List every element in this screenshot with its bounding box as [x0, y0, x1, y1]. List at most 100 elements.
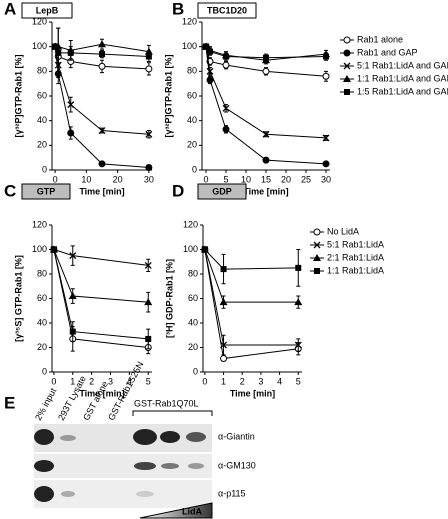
legend-marker: [313, 241, 321, 249]
title-box: [21, 183, 71, 200]
x-axis-label: Time [min]: [230, 388, 275, 398]
legend-label: 1:1 Rab1:LidA: [327, 265, 384, 275]
legend-marker: [344, 89, 350, 95]
legend-marker: [343, 75, 351, 82]
y-tick-label: 100: [182, 41, 197, 51]
y-axis-label: [γ³²P]GTP-Rab1 [%]: [13, 54, 23, 137]
marker: [323, 53, 329, 60]
series-line: [53, 249, 149, 303]
marker: [69, 328, 76, 335]
marker: [145, 335, 152, 342]
legend-marker: [313, 254, 321, 261]
marker: [145, 130, 153, 138]
marker: [99, 51, 105, 58]
y-tick-label: 60: [188, 293, 198, 303]
marker: [98, 40, 106, 48]
y-tick-label: 0: [193, 366, 198, 376]
x-tick-label: 10: [241, 174, 251, 184]
marker: [144, 261, 152, 269]
bands: [34, 429, 206, 502]
y-tick-label: 120: [182, 16, 197, 26]
row-label: α-Giantin: [218, 431, 255, 441]
chart-title: LepB: [36, 5, 59, 15]
marker: [219, 298, 228, 306]
blot-panel: E 2% input 293T Lysate GST alone GST-Rab…: [4, 360, 256, 519]
marker: [145, 164, 153, 172]
y-tick-label: 60: [37, 90, 47, 100]
x-tick-label: 0: [203, 174, 208, 184]
legend-label: No LidA: [327, 226, 359, 236]
y-tick-label: 120: [32, 219, 47, 229]
y-tick-label: 20: [37, 342, 47, 352]
legend-label: 1:5 Rab1:LidA and GAP: [357, 86, 448, 96]
lane-label: 2% input: [33, 386, 59, 422]
legend-marker: [343, 62, 351, 70]
row-label: α-GM130: [218, 460, 256, 470]
marker: [294, 341, 302, 349]
marker: [68, 292, 77, 300]
legend-marker: [314, 268, 320, 274]
title-box: [197, 2, 257, 19]
marker: [220, 341, 228, 349]
y-tick-label: 60: [37, 293, 47, 303]
x-tick-label: 0: [51, 376, 56, 386]
chart-title: TBC1D20: [207, 5, 247, 15]
y-tick-label: 40: [37, 317, 47, 327]
x-tick-label: 15: [261, 174, 271, 184]
legend-label: 1:1 Rab1:LidA and GAP: [357, 73, 448, 83]
x-tick-label: 0: [53, 174, 58, 184]
legend-label: Rab1 and GAP: [357, 47, 418, 57]
x-tick-label: 2: [240, 376, 245, 386]
x-axis-label: Time [min]: [243, 186, 288, 196]
marker: [262, 67, 270, 75]
panel-letter: C: [4, 181, 16, 200]
legend-label: Rab1 alone: [357, 34, 403, 44]
y-tick-label: 0: [42, 366, 47, 376]
marker: [222, 104, 230, 112]
marker: [222, 61, 230, 69]
marker: [203, 43, 209, 50]
x-tick-label: 1: [70, 376, 75, 386]
marker: [52, 43, 59, 50]
panel-letter: E: [4, 393, 15, 412]
blot-strip: [34, 480, 212, 508]
y-tick-label: 60: [187, 90, 197, 100]
marker: [50, 246, 57, 253]
x-tick-label: 20: [113, 174, 123, 184]
marker: [201, 246, 208, 253]
x-tick-label: 10: [81, 174, 91, 184]
series-line: [204, 249, 299, 303]
y-tick-label: 80: [187, 66, 197, 76]
x-tick-label: 4: [127, 376, 132, 386]
lane-label: GST alone: [81, 380, 110, 423]
panel-letter: D: [172, 181, 184, 200]
marker: [98, 62, 106, 70]
title-box: [21, 2, 73, 19]
marker: [145, 65, 153, 73]
marker: [206, 67, 214, 75]
legend-label: 2:1 Rab1:LidA: [327, 252, 384, 262]
y-tick-label: 40: [37, 115, 47, 125]
x-tick-label: 3: [258, 376, 263, 386]
y-axis-label: [γ³²P]GTP-Rab1 [%]: [163, 54, 173, 137]
gradient-wedge: [139, 502, 213, 519]
x-tick-label: 20: [281, 174, 291, 184]
bracket: [132, 410, 213, 416]
y-tick-label: 20: [37, 140, 47, 150]
legend-marker: [343, 36, 351, 44]
marker: [262, 130, 270, 138]
marker: [69, 252, 77, 260]
title-box: [197, 183, 247, 200]
x-tick-label: 3: [108, 376, 113, 386]
x-tick-label: 5: [296, 376, 301, 386]
x-tick-label: 30: [321, 174, 331, 184]
legend-label: 5:1 Rab1:LidA: [327, 239, 384, 249]
marker: [144, 298, 153, 306]
y-tick-label: 100: [32, 244, 47, 254]
y-tick-label: 80: [37, 268, 47, 278]
y-tick-label: 100: [32, 41, 47, 51]
y-tick-label: 100: [183, 244, 198, 254]
x-axis-label: Time [min]: [79, 388, 124, 398]
